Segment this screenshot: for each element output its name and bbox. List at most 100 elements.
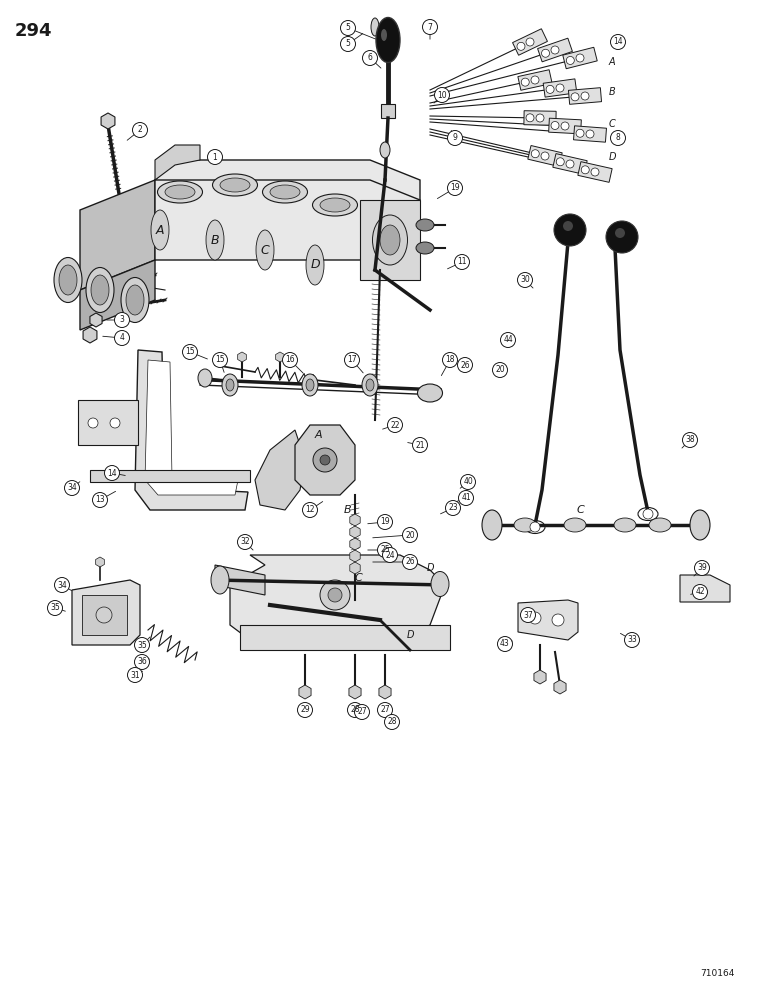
Polygon shape [155,145,200,180]
Circle shape [388,418,402,432]
Text: B: B [608,87,615,97]
Circle shape [127,668,143,682]
Circle shape [576,129,584,137]
Text: 15: 15 [215,356,225,364]
Circle shape [531,76,539,84]
Ellipse shape [416,242,434,254]
Ellipse shape [690,510,710,540]
Text: D: D [426,563,434,573]
FancyBboxPatch shape [381,104,395,118]
Text: 19: 19 [380,518,390,526]
Circle shape [695,560,709,576]
Text: 16: 16 [285,356,295,364]
Polygon shape [80,180,155,290]
Circle shape [297,702,313,718]
FancyBboxPatch shape [78,400,138,445]
Ellipse shape [198,369,212,387]
Circle shape [493,362,507,377]
Circle shape [611,130,625,145]
Circle shape [212,353,228,367]
Circle shape [114,330,130,346]
Circle shape [606,221,638,253]
Polygon shape [578,162,612,182]
Circle shape [459,490,473,506]
Circle shape [455,254,469,269]
Text: 39: 39 [697,564,707,572]
Circle shape [320,580,350,610]
Circle shape [546,85,554,93]
Circle shape [48,600,63,615]
Ellipse shape [380,142,390,158]
Text: 42: 42 [696,587,705,596]
Text: 14: 14 [613,37,623,46]
Circle shape [328,588,342,602]
Circle shape [110,418,120,428]
Circle shape [567,56,574,64]
Circle shape [344,353,360,367]
Text: 25: 25 [380,546,390,554]
Ellipse shape [306,379,314,391]
Polygon shape [72,580,140,645]
Circle shape [445,500,461,516]
Polygon shape [240,625,450,650]
Polygon shape [135,350,248,510]
Circle shape [442,353,458,367]
Circle shape [208,149,222,164]
Text: 30: 30 [520,275,530,284]
Circle shape [422,19,438,34]
Text: 27: 27 [380,706,390,714]
Circle shape [625,633,639,648]
Circle shape [378,514,392,530]
Circle shape [378,542,392,558]
Text: 18: 18 [445,356,455,364]
Circle shape [347,702,363,718]
Polygon shape [155,180,420,280]
Text: 24: 24 [385,550,394,560]
Polygon shape [155,160,420,210]
FancyBboxPatch shape [90,470,250,482]
Circle shape [283,353,297,367]
Text: 37: 37 [523,610,533,619]
Circle shape [384,714,399,730]
Text: 11: 11 [457,257,467,266]
Circle shape [517,272,533,288]
Polygon shape [563,47,598,69]
Circle shape [88,418,98,428]
Ellipse shape [270,185,300,199]
Circle shape [526,114,534,122]
Text: 35: 35 [137,641,147,650]
Polygon shape [295,425,355,495]
Polygon shape [528,146,562,166]
Ellipse shape [366,379,374,391]
Circle shape [182,344,198,360]
Ellipse shape [206,220,224,260]
Text: 36: 36 [137,658,147,666]
Text: 22: 22 [391,420,400,430]
Polygon shape [680,575,730,602]
Ellipse shape [302,374,318,396]
Text: 20: 20 [495,365,505,374]
Polygon shape [518,600,578,640]
Ellipse shape [376,17,400,62]
Text: 14: 14 [107,468,117,478]
Circle shape [435,88,449,103]
Circle shape [497,637,513,652]
Circle shape [581,92,589,100]
Circle shape [517,42,525,50]
Circle shape [531,150,540,158]
Ellipse shape [165,185,195,199]
Polygon shape [524,111,556,125]
Text: 2: 2 [137,125,142,134]
Circle shape [571,93,579,101]
Circle shape [643,509,653,519]
Circle shape [133,122,147,137]
Text: 15: 15 [185,348,195,357]
Ellipse shape [151,210,169,250]
Polygon shape [543,79,577,97]
Circle shape [448,180,462,196]
Circle shape [402,528,418,542]
Circle shape [536,114,544,122]
Circle shape [529,612,541,624]
Ellipse shape [313,194,357,216]
FancyBboxPatch shape [82,595,127,635]
